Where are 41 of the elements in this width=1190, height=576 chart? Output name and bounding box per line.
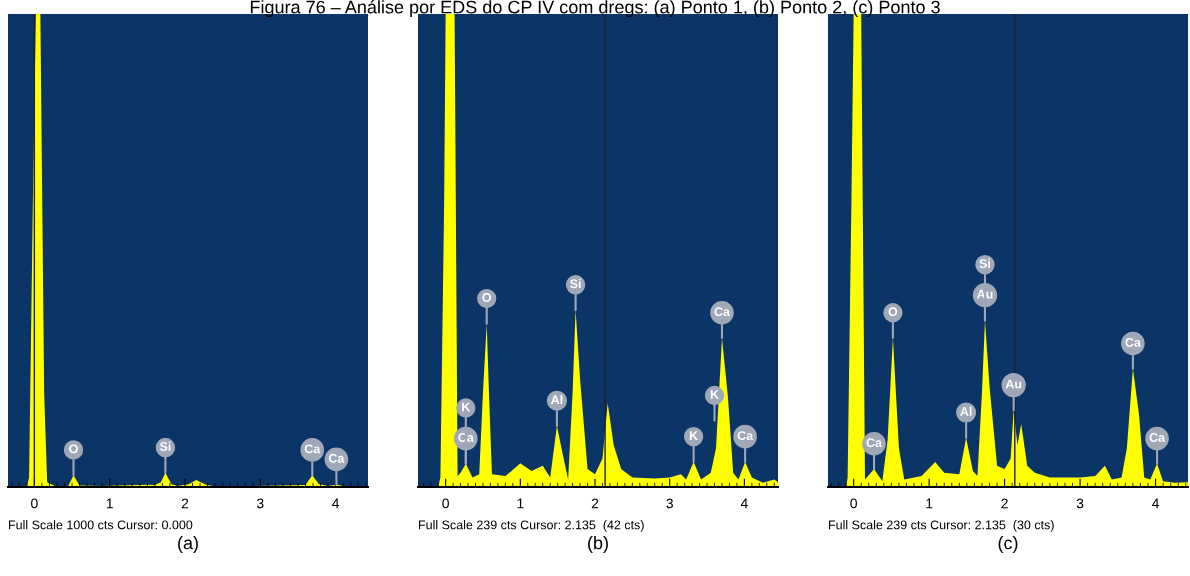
annotation: K	[689, 431, 698, 440]
x-tick-label: 0	[31, 498, 38, 509]
text: Full Scale 239 cts Cursor: 2.135 (42 cts)	[419, 520, 644, 532]
annotation: K	[710, 390, 719, 399]
x-tick-label: 4	[332, 498, 340, 509]
x-tick-label: 1	[517, 498, 524, 509]
x-tick-label: 2	[591, 498, 599, 509]
annotation: Au	[1005, 379, 1022, 389]
x-tick-label: 3	[666, 498, 673, 509]
annotation: Si	[159, 441, 171, 451]
x-tick-label: 1	[106, 498, 113, 509]
annotation: Ca	[714, 307, 731, 317]
text: Full Scale 239 cts Cursor: 2.135 (30 cts)	[829, 520, 1054, 532]
annotation: K	[462, 402, 471, 412]
annotation: Ca	[304, 444, 321, 454]
annotation: O	[888, 307, 898, 317]
x-tick-label: 2	[1001, 498, 1008, 509]
text: Full Scale 1000 cts Cursor: 0.000	[9, 520, 193, 530]
x-tick-label: 4	[1152, 498, 1159, 509]
x-tick-label: 4	[740, 498, 748, 509]
annotation: O	[482, 293, 492, 302]
annotation: O	[69, 444, 78, 454]
x-tick-label: 3	[1076, 498, 1084, 509]
x-tick-label: 0	[850, 498, 857, 509]
text: Figura 76 – Análise por EDS do CP IV com dregs: (a) Ponto 1, (b) Ponto 2, (c) Ponto 3	[250, 0, 940, 18]
annotation: Al	[960, 406, 972, 416]
annotation: Ca	[328, 453, 345, 463]
x-tick-label: 1	[926, 498, 933, 509]
x-tick-label: 3	[256, 498, 264, 509]
x-axis-title: (b)	[588, 536, 608, 553]
annotation: Al	[550, 394, 563, 404]
x-tick-label: 2	[181, 498, 189, 509]
annotation: Ca	[1149, 433, 1166, 442]
annotation: Si	[979, 258, 990, 269]
annotation: Ca	[1125, 337, 1141, 347]
annotation: Ca	[866, 438, 883, 448]
annotation: Ca	[737, 431, 754, 441]
x-tick-label: 0	[442, 498, 449, 509]
annotation: Si	[570, 279, 581, 289]
x-axis-title: (c)	[998, 536, 1018, 553]
x-axis-title: (a)	[178, 536, 198, 553]
